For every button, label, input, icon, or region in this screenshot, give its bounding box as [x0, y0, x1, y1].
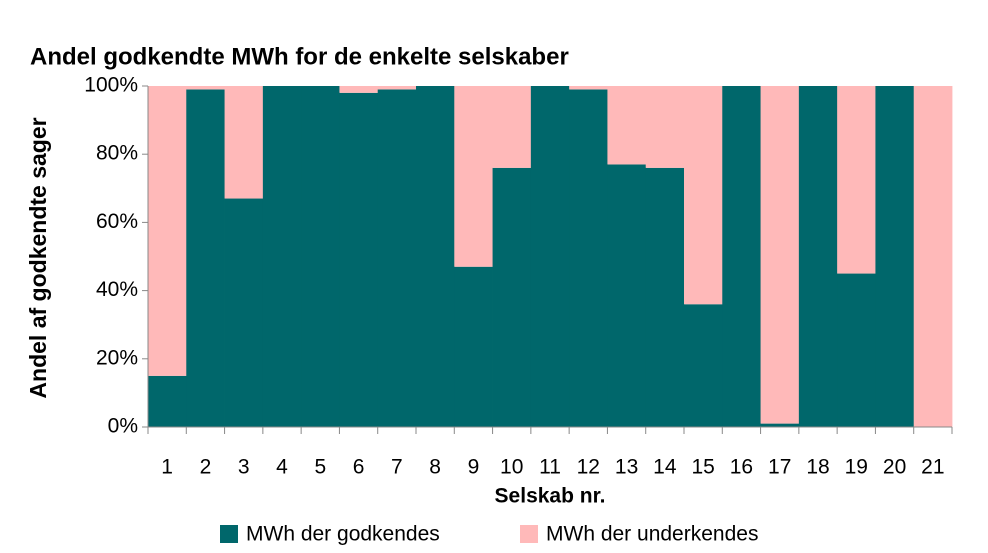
bar-segment	[837, 86, 876, 274]
x-tick-label: 17	[768, 456, 791, 479]
bar-segment	[186, 89, 225, 427]
legend-label: MWh der underkendes	[546, 523, 758, 546]
bar-segment	[224, 198, 264, 427]
bar-segment	[454, 86, 493, 267]
bar-segment	[339, 86, 379, 93]
bar-segment	[760, 423, 800, 427]
legend-swatch	[220, 525, 238, 543]
x-tick-label: 21	[921, 456, 944, 479]
x-tick-label: 1	[161, 456, 173, 479]
x-tick-label: 13	[615, 456, 638, 479]
y-tick-label: 60%	[96, 210, 138, 233]
y-tick-label: 100%	[84, 74, 138, 97]
bar-segment	[837, 273, 876, 427]
bar-segment	[684, 304, 723, 427]
x-tick-label: 15	[691, 456, 714, 479]
bar-segment	[913, 86, 953, 427]
bar-segment	[377, 86, 417, 90]
x-tick-label: 14	[653, 456, 677, 479]
bar-segment	[530, 86, 570, 427]
x-tick-label: 16	[730, 456, 753, 479]
bar-segment	[454, 266, 493, 427]
x-tick-label: 12	[577, 456, 600, 479]
y-tick-label: 20%	[96, 346, 138, 369]
bar-segment	[684, 86, 723, 305]
bar-segment	[645, 167, 685, 427]
x-tick-label: 19	[845, 456, 868, 479]
bar-segment	[416, 86, 455, 427]
bar-segment	[607, 164, 647, 427]
bar-segment	[569, 89, 608, 427]
bar-segment	[339, 92, 379, 427]
legend-swatch	[520, 525, 538, 543]
legend-label: MWh der godkendes	[246, 523, 440, 546]
bar-segment	[645, 86, 685, 168]
bar-segment	[377, 89, 417, 427]
bar-segment	[148, 375, 187, 427]
bar-segment	[492, 167, 532, 427]
bar-segment	[607, 86, 647, 165]
bar-segment	[262, 86, 302, 427]
x-tick-label: 7	[391, 456, 403, 479]
x-tick-label: 9	[468, 456, 480, 479]
x-axis-label: Selskab nr.	[495, 485, 606, 508]
bar-segment	[301, 86, 340, 427]
bar-segment	[875, 86, 915, 427]
x-tick-label: 2	[200, 456, 212, 479]
x-tick-label: 8	[429, 456, 441, 479]
y-tick-label: 0%	[108, 415, 138, 438]
bar-segment	[798, 86, 838, 427]
chart-title: Andel godkendte MWh for de enkelte selsk…	[30, 43, 569, 70]
x-tick-label: 5	[314, 456, 326, 479]
x-tick-label: 6	[353, 456, 365, 479]
y-tick-label: 80%	[96, 142, 138, 165]
y-axis-label: Andel af godkendte sager	[25, 117, 51, 398]
bar-segment	[760, 86, 800, 424]
bar-segment	[722, 86, 761, 427]
x-tick-label: 11	[539, 456, 561, 479]
x-tick-label: 3	[238, 456, 250, 479]
y-tick-label: 40%	[96, 278, 138, 301]
bar-segment	[224, 86, 264, 199]
x-tick-label: 10	[500, 456, 523, 479]
bar-segment	[148, 86, 187, 376]
x-tick-label: 20	[883, 456, 906, 479]
x-tick-label: 4	[276, 456, 288, 479]
bar-segment	[569, 86, 608, 90]
x-tick-label: 18	[806, 456, 829, 479]
bar-segment	[492, 86, 532, 168]
bar-segment	[186, 86, 225, 90]
